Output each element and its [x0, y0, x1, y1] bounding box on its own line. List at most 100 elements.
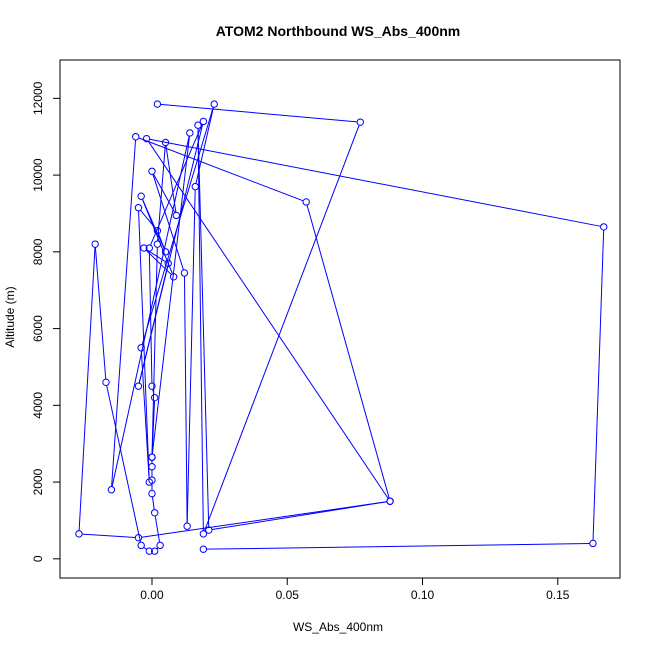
data-point	[156, 541, 164, 550]
series-segment	[186, 189, 196, 524]
series-segment	[592, 230, 605, 541]
series-segment	[151, 496, 155, 510]
data-point	[199, 117, 208, 126]
data-point	[205, 526, 213, 534]
data-point	[150, 509, 159, 517]
data-point	[134, 382, 143, 390]
data-point	[107, 486, 116, 494]
data-point	[148, 453, 156, 461]
series-segment	[158, 233, 165, 250]
data-point	[137, 192, 145, 200]
series-layer	[75, 100, 608, 555]
data-point	[91, 240, 99, 248]
series-segment	[145, 249, 172, 275]
y-tick-label: 12000	[31, 81, 45, 115]
data-point	[589, 539, 597, 548]
series-segment	[82, 533, 136, 539]
data-point	[161, 138, 170, 147]
y-axis-label: Altitude (m)	[3, 286, 17, 347]
series-segment	[149, 138, 601, 227]
data-point	[148, 463, 156, 471]
data-point	[600, 223, 608, 231]
series-segment	[165, 145, 177, 213]
series-segment	[147, 141, 389, 499]
data-point	[145, 547, 153, 555]
series-segment	[151, 136, 190, 455]
y-tick-label: 4000	[31, 392, 45, 419]
series-segment	[106, 385, 141, 543]
data-point	[153, 240, 162, 248]
y-tick-label: 8000	[31, 238, 45, 265]
data-point	[183, 522, 191, 530]
series-segment	[206, 543, 590, 550]
series-segment	[141, 198, 165, 250]
x-tick-label: 0.10	[411, 588, 435, 602]
data-point	[148, 167, 156, 175]
series-segment	[138, 266, 168, 384]
data-point	[199, 545, 208, 553]
data-point	[137, 541, 145, 550]
data-point	[210, 100, 218, 108]
data-point	[172, 211, 181, 220]
series-segment	[78, 247, 96, 531]
data-point	[153, 100, 162, 108]
series-segment	[197, 128, 204, 531]
series-segment	[143, 546, 147, 550]
series-segment	[140, 350, 150, 479]
data-point	[386, 497, 394, 505]
series-segment	[204, 124, 360, 532]
data-point	[199, 530, 208, 538]
data-point	[194, 121, 202, 129]
data-point	[140, 244, 148, 252]
series-segment	[111, 135, 190, 487]
data-point	[132, 133, 140, 141]
series-segment	[138, 210, 150, 479]
y-tick-label: 0	[31, 555, 45, 562]
series-segment	[157, 145, 166, 242]
data-point	[148, 489, 156, 498]
data-point	[186, 129, 194, 137]
x-tick-label: 0.05	[276, 588, 300, 602]
data-point	[302, 198, 310, 206]
series-segment	[195, 107, 214, 184]
data-point	[145, 244, 153, 252]
x-axis: 0.00 0.05 0.10 0.15	[140, 577, 570, 602]
series-segment	[111, 139, 137, 487]
series-segment	[141, 501, 387, 538]
data-point	[145, 478, 153, 486]
data-point	[164, 259, 172, 268]
data-point	[102, 378, 110, 387]
data-point	[75, 530, 83, 538]
series-segment	[152, 174, 184, 271]
series-segment	[197, 128, 210, 527]
y-tick-label: 10000	[31, 158, 45, 192]
series-segment	[153, 173, 176, 213]
series-segment	[160, 103, 358, 123]
data-point	[153, 227, 162, 235]
chart-title: ATOM2 Northbound WS_Abs_400nm	[216, 23, 461, 39]
data-point	[150, 547, 159, 555]
data-point	[161, 248, 170, 256]
data-point	[191, 182, 199, 191]
x-axis-label: WS_Abs_400nm	[293, 620, 383, 634]
series-segment	[94, 247, 107, 380]
series-segment	[183, 276, 188, 524]
data-point	[180, 269, 189, 277]
series-segment	[306, 204, 390, 499]
data-point	[169, 273, 178, 281]
series-segment	[154, 515, 161, 543]
data-point	[134, 534, 143, 542]
data-point	[150, 393, 159, 402]
data-point	[134, 204, 143, 212]
data-point	[142, 134, 151, 143]
series-segment	[140, 209, 156, 229]
x-tick-label: 0.00	[140, 588, 164, 602]
y-tick-label: 6000	[31, 315, 45, 342]
x-tick-label: 0.15	[546, 588, 570, 602]
data-point	[148, 382, 156, 390]
series-segment	[151, 247, 158, 454]
series-segment	[138, 137, 304, 202]
series-segment	[141, 107, 214, 345]
data-point	[137, 344, 145, 352]
